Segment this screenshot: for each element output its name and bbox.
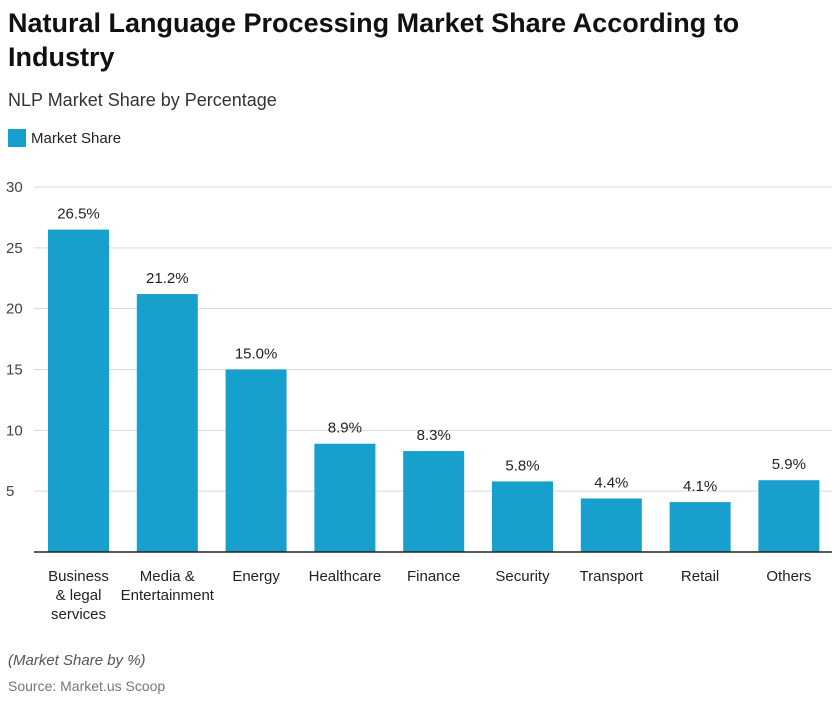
data-label: 5.9% <box>772 456 806 473</box>
data-label: 5.8% <box>505 457 539 474</box>
data-label: 8.3% <box>417 427 451 444</box>
legend-swatch <box>8 129 26 147</box>
y-tick-label: 20 <box>6 301 23 318</box>
data-label: 26.5% <box>57 206 100 223</box>
data-label: 15.0% <box>235 346 278 363</box>
bar <box>403 451 465 552</box>
data-label: 4.4% <box>594 474 628 491</box>
bar <box>225 369 287 552</box>
x-tick-label: Energy <box>232 568 280 585</box>
data-label: 8.9% <box>328 420 362 437</box>
chart-subtitle: NLP Market Share by Percentage <box>8 90 277 110</box>
y-tick-label: 15 <box>6 362 23 379</box>
x-tick-label: Media & Entertainment <box>121 568 215 604</box>
chart-source: Source: Market.us Scoop <box>8 678 166 694</box>
legend: Market Share <box>8 129 121 147</box>
bar <box>669 502 731 552</box>
y-tick-label: 30 <box>6 179 23 196</box>
y-tick-label: 5 <box>6 483 14 500</box>
x-tick-label: Retail <box>681 568 719 585</box>
x-tick-label: Others <box>766 568 811 585</box>
y-tick-label: 25 <box>6 240 23 257</box>
y-tick-label: 10 <box>6 422 23 439</box>
bar-chart: 5 10 15 20 25 30 26.5% Business & legal services 2… <box>6 179 832 623</box>
legend-label: Market Share <box>31 129 122 147</box>
data-label: 21.2% <box>146 270 189 287</box>
bar <box>314 443 376 552</box>
x-tick-label: Security <box>495 568 550 585</box>
x-tick-label: Transport <box>579 568 643 585</box>
bar <box>48 229 109 553</box>
chart-note: (Market Share by %) <box>8 652 146 669</box>
x-tick-label: Healthcare <box>309 568 382 585</box>
x-tick-label: Business & legal services <box>48 568 109 623</box>
chart-title: Natural Language Processing Market Share… <box>8 8 740 72</box>
bar <box>758 480 820 552</box>
bar <box>580 498 642 552</box>
x-tick-label: Finance <box>407 568 460 585</box>
bar <box>136 294 198 552</box>
data-label: 4.1% <box>683 478 717 495</box>
bar <box>492 481 553 552</box>
